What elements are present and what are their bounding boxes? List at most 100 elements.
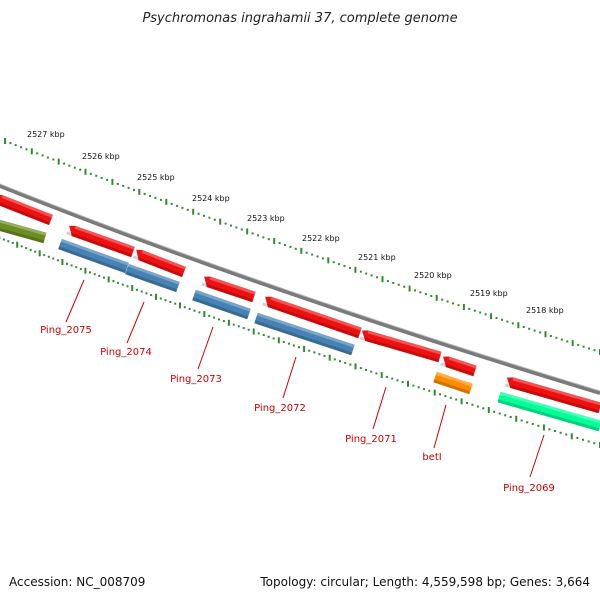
outer-ruler-minor-tick <box>278 242 281 245</box>
outer-ruler-minor-tick <box>501 318 503 321</box>
gene-forward-4-highlight <box>209 276 256 295</box>
outer-ruler-minor-tick <box>424 293 427 296</box>
outer-ruler-minor-tick <box>511 322 514 325</box>
inner-ruler-minor-tick <box>20 245 23 248</box>
gene-label-beti[interactable]: betI <box>422 452 441 463</box>
inner-ruler-minor-tick <box>482 407 485 410</box>
inner-ruler-minor-tick <box>308 349 311 352</box>
gene-ping-2075[interactable] <box>58 238 129 274</box>
outer-ruler-minor-tick <box>588 347 591 350</box>
outer-ruler-minor-tick <box>495 317 498 319</box>
gene-ping-2075-shadow <box>58 246 127 274</box>
gene-ping-2069-shadow <box>497 399 600 432</box>
inner-ruler-minor-tick <box>213 316 216 319</box>
gene-beti[interactable] <box>433 371 473 395</box>
inner-ruler-minor-tick <box>193 309 196 312</box>
gene-forward-2[interactable] <box>66 224 135 258</box>
gene-label-ping-2072[interactable]: Ping_2072 <box>254 403 306 414</box>
inner-ruler-minor-tick <box>498 412 501 415</box>
inner-ruler-minor-tick <box>56 259 59 262</box>
gene-label-ping-2075[interactable]: Ping_2075 <box>40 325 92 336</box>
inner-ruler-minor-tick <box>365 368 367 371</box>
inner-ruler-minor-tick <box>79 268 82 270</box>
gene-forward-7[interactable] <box>440 355 477 377</box>
outer-ruler-minor-tick <box>549 335 552 337</box>
gene-forward-4[interactable] <box>201 275 256 303</box>
outer-ruler-minor-tick <box>89 172 92 175</box>
outer-ruler-major-tick <box>57 158 60 165</box>
outer-ruler-minor-tick <box>116 182 119 185</box>
gene-forward-8[interactable] <box>504 376 600 414</box>
outer-ruler-minor-tick <box>230 224 232 227</box>
outer-ruler-minor-tick <box>370 274 373 277</box>
inner-ruler-major-tick <box>131 285 134 292</box>
outer-ruler-minor-tick <box>468 307 471 310</box>
scale-label-2524: 2524 kbp <box>192 194 230 203</box>
gene-forward-8-highlight <box>512 377 600 406</box>
gene-label-ping-2069[interactable]: Ping_2069 <box>503 483 555 494</box>
inner-ruler-minor-tick <box>444 395 447 398</box>
gene-label-ping-2074[interactable]: Ping_2074 <box>100 347 152 358</box>
inner-ruler-minor-tick <box>237 325 240 328</box>
outer-ruler-minor-tick <box>289 245 292 248</box>
gene-ping-2074[interactable] <box>125 263 180 293</box>
inner-ruler-minor-tick <box>262 334 265 336</box>
inner-ruler-major-tick <box>203 311 206 318</box>
outer-ruler-minor-tick <box>359 270 362 273</box>
outer-ruler-minor-tick <box>203 214 205 217</box>
inner-ruler-minor-tick <box>323 354 326 357</box>
outer-scale-ruler <box>4 138 600 355</box>
leader-line <box>126 301 145 344</box>
outer-ruler-minor-tick <box>63 162 66 165</box>
outer-ruler-minor-tick <box>294 247 297 250</box>
inner-ruler-minor-tick <box>34 250 37 253</box>
gene-ping-2074-shadow <box>125 271 178 293</box>
outer-ruler-minor-tick <box>143 192 146 195</box>
outer-ruler-minor-tick <box>133 188 135 191</box>
gene-forward-1[interactable] <box>0 193 54 226</box>
gene-forward-6[interactable] <box>359 329 442 363</box>
gene-forward-5[interactable] <box>262 295 362 339</box>
outer-ruler-minor-tick <box>257 234 259 237</box>
outer-ruler-major-tick <box>111 178 114 185</box>
inner-ruler-minor-tick <box>333 358 336 361</box>
inner-ruler-minor-tick <box>531 423 534 425</box>
outer-ruler-minor-tick <box>446 300 449 303</box>
outer-ruler-major-tick <box>435 294 438 301</box>
inner-ruler-minor-tick <box>375 372 378 375</box>
gene-ping-2069[interactable] <box>497 391 600 432</box>
inner-ruler-minor-tick <box>396 379 399 382</box>
gene-ping-2072[interactable] <box>254 312 355 356</box>
inner-ruler-minor-tick <box>493 410 496 413</box>
inner-ruler-major-tick <box>84 267 87 274</box>
inner-ruler-minor-tick <box>11 241 14 244</box>
inner-ruler-minor-tick <box>272 337 275 340</box>
gene-reverse-olive-body <box>0 218 47 244</box>
outer-ruler-minor-tick <box>484 313 487 316</box>
gene-ping-2072-body <box>254 312 355 356</box>
gene-reverse-olive[interactable] <box>0 218 47 244</box>
outer-ruler-minor-tick <box>397 283 400 286</box>
outer-ruler-minor-tick <box>181 206 184 209</box>
inner-ruler-minor-tick <box>242 327 245 330</box>
gene-ping-2073[interactable] <box>192 289 251 320</box>
outer-ruler-minor-tick <box>73 166 76 169</box>
outer-ruler-minor-tick <box>479 311 482 314</box>
gene-forward-3[interactable] <box>133 248 187 278</box>
inner-ruler-minor-tick <box>112 280 115 283</box>
inner-ruler-major-tick <box>107 276 110 283</box>
inner-ruler-minor-tick <box>292 344 295 347</box>
outer-ruler-major-tick <box>219 218 222 225</box>
inner-ruler-major-tick <box>460 398 463 405</box>
inner-ruler-minor-tick <box>140 290 143 293</box>
inner-ruler-minor-tick <box>208 314 211 317</box>
gene-label-ping-2071[interactable]: Ping_2071 <box>345 434 397 445</box>
outer-ruler-minor-tick <box>419 291 422 294</box>
outer-ruler-minor-tick <box>79 168 82 171</box>
gene-label-ping-2073[interactable]: Ping_2073 <box>170 374 222 385</box>
leader-line <box>65 279 85 323</box>
inner-ruler-minor-tick <box>417 386 420 389</box>
outer-ruler-minor-tick <box>154 196 157 199</box>
outer-ruler-major-tick <box>327 257 330 264</box>
inner-ruler-minor-tick <box>222 320 225 323</box>
